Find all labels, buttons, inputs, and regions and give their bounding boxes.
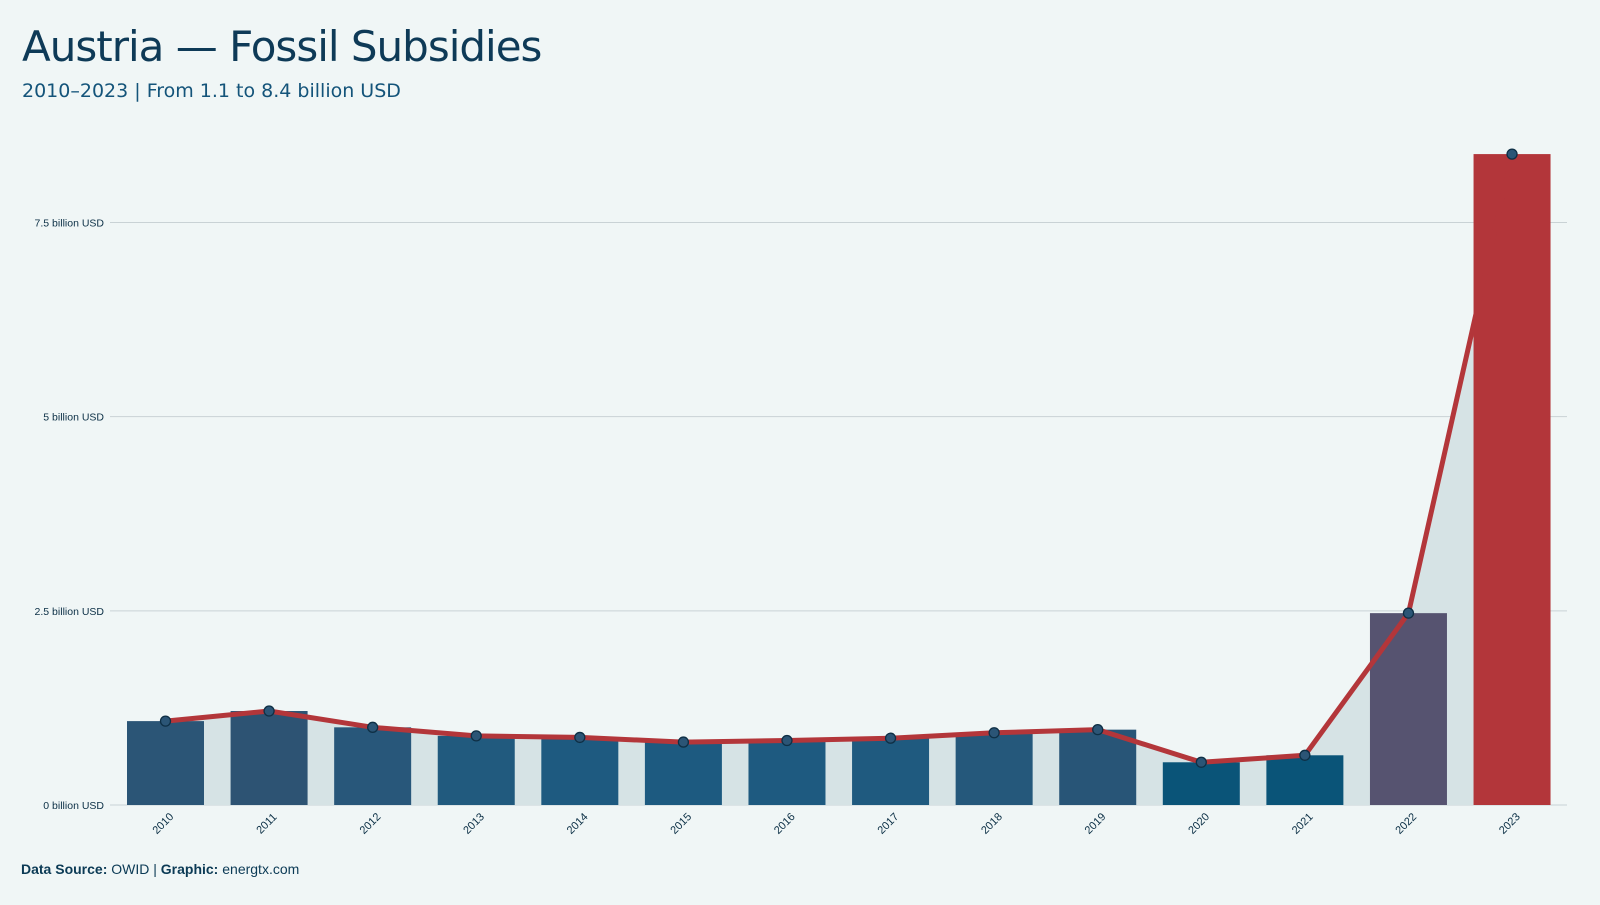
source-value: OWID bbox=[111, 861, 150, 877]
y-axis-ticks: 0 billion USD 2.5 billion USD 5 billion US… bbox=[35, 217, 105, 812]
source-label: Data Source: bbox=[21, 861, 108, 877]
y-tick-label: 0 billion USD bbox=[43, 800, 104, 812]
point-2022 bbox=[1402, 607, 1415, 619]
bar-2023 bbox=[1473, 154, 1551, 805]
bar-2013 bbox=[437, 735, 515, 805]
graphic-value: energtx.com bbox=[222, 861, 300, 877]
point-2011 bbox=[263, 705, 275, 717]
point-2012 bbox=[367, 721, 379, 733]
x-tick-label: 2019 bbox=[1083, 811, 1109, 837]
x-tick-label: 2023 bbox=[1497, 811, 1523, 837]
point-2017 bbox=[884, 732, 897, 744]
bar-2018 bbox=[955, 732, 1033, 805]
point-2015 bbox=[677, 736, 690, 748]
marker-layer bbox=[159, 148, 1518, 768]
bar-2014 bbox=[541, 737, 619, 805]
x-tick-label: 2021 bbox=[1290, 811, 1316, 837]
chart-subtitle: 2010–2023 | From 1.1 to 8.4 billion USD bbox=[22, 80, 401, 102]
y-tick-label: 2.5 billion USD bbox=[35, 606, 105, 618]
bar-2011 bbox=[230, 711, 308, 805]
point-2020 bbox=[1195, 756, 1207, 768]
line-layer bbox=[163, 151, 1515, 765]
x-tick-label: 2022 bbox=[1393, 811, 1419, 837]
x-axis-ticks: 2010 2011 2012 2013 2014 2015 2016 2017 2018 2019… bbox=[150, 811, 1522, 837]
x-tick-label: 2015 bbox=[668, 811, 694, 837]
x-tick-label: 2014 bbox=[565, 811, 591, 837]
y-tick-label: 7.5 billion USD bbox=[35, 217, 105, 229]
point-2023 bbox=[1506, 148, 1518, 160]
x-tick-label: 2011 bbox=[254, 811, 279, 836]
y-tick-label: 5 billion USD bbox=[43, 412, 104, 424]
graphic-label: Graphic: bbox=[160, 861, 219, 877]
point-2021 bbox=[1299, 749, 1311, 761]
bar-2020 bbox=[1162, 762, 1240, 805]
point-2018 bbox=[988, 727, 1000, 739]
area-fill bbox=[165, 154, 1513, 805]
area-layer bbox=[165, 154, 1513, 805]
point-2010 bbox=[159, 715, 172, 727]
x-tick-label: 2010 bbox=[150, 811, 176, 837]
x-tick-label: 2012 bbox=[358, 811, 384, 837]
bar-2019 bbox=[1059, 729, 1137, 805]
x-tick-label: 2020 bbox=[1186, 811, 1212, 837]
point-2019 bbox=[1092, 724, 1104, 736]
trend-line bbox=[163, 151, 1515, 765]
bar-2022 bbox=[1369, 613, 1447, 805]
bar-2016 bbox=[748, 740, 826, 805]
bar-2015 bbox=[644, 742, 722, 805]
bar-2010 bbox=[127, 721, 204, 805]
bar-2012 bbox=[334, 727, 412, 805]
chart-title: Austria — Fossil Subsidies bbox=[22, 22, 542, 71]
point-2013 bbox=[470, 730, 482, 742]
x-tick-label: 2013 bbox=[461, 811, 487, 837]
point-2014 bbox=[574, 731, 586, 744]
x-tick-label: 2016 bbox=[772, 811, 798, 837]
bar-2017 bbox=[852, 738, 930, 805]
x-tick-label: 2018 bbox=[979, 811, 1005, 837]
bar-2021 bbox=[1266, 755, 1344, 805]
point-2016 bbox=[781, 734, 793, 747]
x-tick-label: 2017 bbox=[876, 811, 902, 837]
footer-separator: | bbox=[153, 861, 157, 877]
footer-credits: Data Source: OWID | Graphic: energtx.com bbox=[21, 861, 299, 877]
